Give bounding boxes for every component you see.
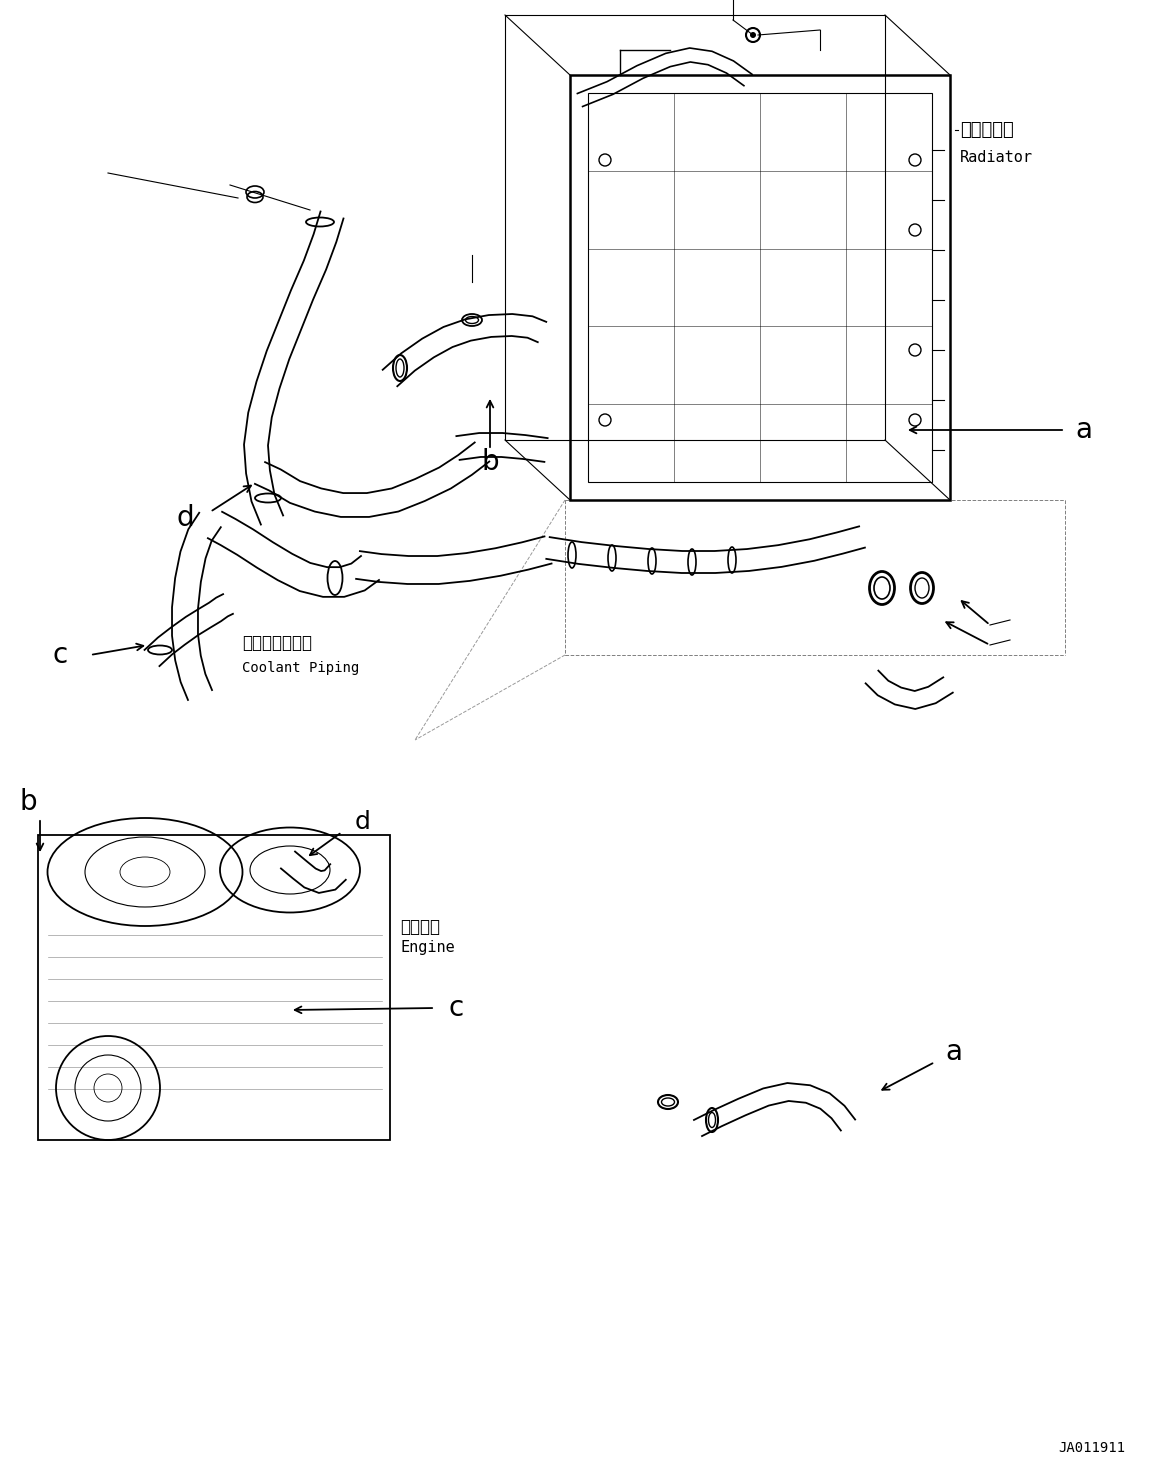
Text: d: d bbox=[176, 503, 194, 531]
Text: ラジエータ: ラジエータ bbox=[960, 121, 1014, 138]
Circle shape bbox=[750, 32, 756, 38]
Text: JA011911: JA011911 bbox=[1058, 1441, 1125, 1454]
Text: エンジン: エンジン bbox=[400, 919, 440, 936]
Text: c: c bbox=[53, 640, 68, 668]
Text: Radiator: Radiator bbox=[960, 150, 1033, 165]
Text: Engine: Engine bbox=[400, 941, 454, 955]
Text: Coolant Piping: Coolant Piping bbox=[242, 661, 359, 676]
Text: d: d bbox=[355, 810, 370, 835]
Text: b: b bbox=[20, 788, 37, 815]
Text: c: c bbox=[448, 994, 463, 1022]
Text: a: a bbox=[945, 1038, 963, 1066]
Text: b: b bbox=[481, 447, 499, 475]
Text: クーラント配管: クーラント配管 bbox=[242, 634, 312, 652]
Text: a: a bbox=[1075, 417, 1092, 445]
